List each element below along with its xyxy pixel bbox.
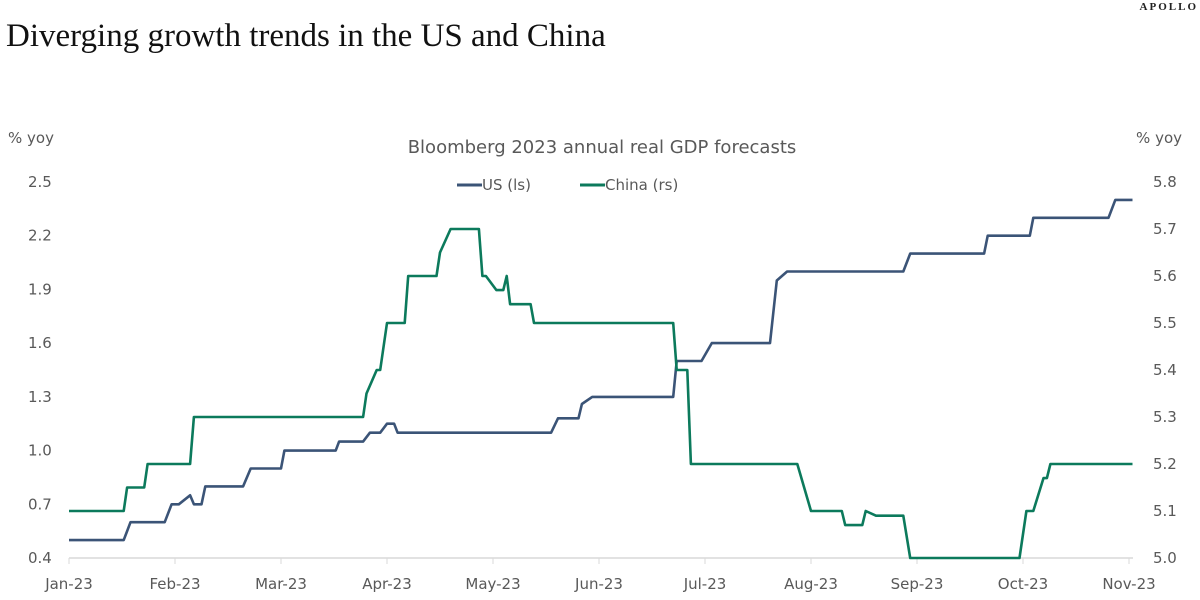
y-right-tick-label: 5.8 [1153, 173, 1177, 191]
y-right-label: % yoy [1136, 129, 1182, 147]
us-series-line [69, 198, 1133, 542]
chart-title: Bloomberg 2023 annual real GDP forecasts [408, 137, 797, 158]
axes: Jan-23 Feb-23 Mar-23 Apr-23 May-23 Jun-23 Jul-… [28, 173, 1177, 593]
x-tick-label: May-23 [465, 575, 520, 593]
x-tick-label: Jan-23 [44, 575, 93, 593]
y-right-tick-label: 5.5 [1153, 314, 1177, 332]
y-left-label: % yoy [8, 129, 54, 147]
y-right-tick-label: 5.1 [1153, 502, 1177, 520]
y-left-tick-label: 0.4 [28, 549, 52, 567]
china-series-line [69, 227, 1133, 560]
y-right-tick-label: 5.0 [1153, 549, 1177, 567]
x-tick-label: Nov-23 [1102, 575, 1155, 593]
page-title: Diverging growth trends in the US and Ch… [6, 18, 606, 54]
y-right-tick-label: 5.6 [1153, 267, 1177, 285]
y-left-tick-label: 2.2 [28, 227, 52, 245]
x-tick-label: Mar-23 [255, 575, 307, 593]
y-left-tick-label: 1.3 [28, 388, 52, 406]
legend-item-china: China (rs) [580, 176, 678, 194]
legend-item-us: US (ls) [457, 176, 531, 194]
x-tick-label: Feb-23 [149, 575, 200, 593]
x-tick-label: Oct-23 [998, 575, 1048, 593]
legend-label: US (ls) [482, 176, 531, 194]
y-right-tick-label: 5.3 [1153, 408, 1177, 426]
y-left-tick-label: 2.5 [28, 173, 52, 191]
y-left-tick-label: 0.7 [28, 495, 52, 513]
y-right-tick-label: 5.2 [1153, 455, 1177, 473]
y-right-tick-label: 5.4 [1153, 361, 1177, 379]
y-left-tick-label: 1.0 [28, 442, 52, 460]
y-left-tick-label: 1.6 [28, 334, 52, 352]
x-tick-label: Jul-23 [683, 575, 727, 593]
x-tick-label: Sep-23 [891, 575, 944, 593]
apollo-logo: APOLLO [1139, 1, 1198, 13]
x-tick-label: Jun-23 [574, 575, 623, 593]
y-left-tick-label: 1.9 [28, 280, 52, 298]
y-right-tick-label: 5.7 [1153, 220, 1177, 238]
x-tick-label: Aug-23 [784, 575, 838, 593]
legend: US (ls) China (rs) [457, 176, 678, 194]
legend-label: China (rs) [605, 176, 678, 194]
x-tick-label: Apr-23 [362, 575, 412, 593]
series-lines [69, 198, 1133, 560]
